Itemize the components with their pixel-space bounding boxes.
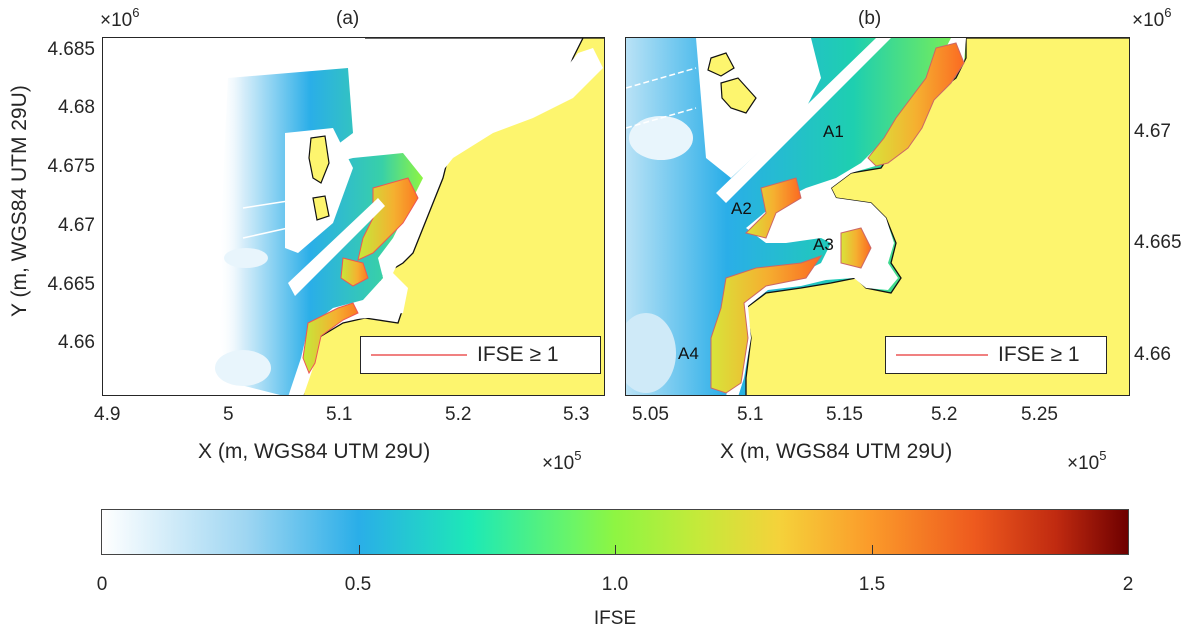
panel-b-xtick: 5.05 — [632, 404, 669, 425]
panel-a-y-exponent: ×106 — [100, 5, 140, 31]
panel-b-legend: IFSE ≥ 1 — [885, 336, 1107, 374]
panel-b-ytick: 4.665 — [1134, 232, 1182, 253]
panel-a-x-exponent: ×105 — [542, 448, 582, 474]
panel-a-xtick: 5.3 — [563, 404, 590, 425]
panel-b-y-exponent: ×106 — [1132, 5, 1172, 31]
colorbar-label: IFSE — [593, 608, 637, 629]
colorbar-tick-label: 0.5 — [344, 574, 372, 595]
colorbar — [101, 509, 1129, 555]
panel-b-ytick: 4.66 — [1134, 344, 1171, 365]
colorbar-tick-label: 1.5 — [858, 574, 886, 595]
panel-a-ytick: 4.67 — [58, 215, 95, 236]
panel-b-map-graphic — [626, 38, 1129, 395]
panel-b-ytick: 4.67 — [1134, 121, 1171, 142]
panel-a-xtick: 5.2 — [445, 404, 472, 425]
panel-a-ytick: 4.68 — [58, 97, 95, 118]
panel-b-xtick: 5.25 — [1021, 404, 1058, 425]
panel-a-xtick: 5 — [223, 404, 234, 425]
legend-label: IFSE ≥ 1 — [998, 343, 1080, 366]
panel-a-map: IFSE ≥ 1 — [102, 37, 605, 396]
panel-a-ytick: 4.66 — [58, 332, 95, 353]
legend-line-icon — [896, 354, 988, 356]
area-label-a3: A3 — [813, 235, 834, 254]
panel-a-title: (a) — [336, 8, 360, 29]
panel-a-ytick: 4.685 — [47, 39, 95, 60]
legend-label: IFSE ≥ 1 — [477, 343, 559, 366]
panel-a-ytick: 4.675 — [47, 156, 95, 177]
panel-b-map: A1 A2 A3 A4 IFSE ≥ 1 — [625, 37, 1130, 396]
colorbar-tick-label: 1.0 — [601, 574, 629, 595]
area-label-a4: A4 — [678, 344, 699, 363]
panel-a-map-graphic — [215, 38, 604, 395]
panel-a-x-axis-label: X (m, WGS84 UTM 29U) — [198, 440, 431, 463]
colorbar-tick — [871, 545, 873, 554]
panel-a-xtick: 4.9 — [94, 404, 121, 425]
colorbar-tick — [615, 545, 616, 554]
panel-a-legend: IFSE ≥ 1 — [360, 336, 601, 374]
colorbar-tick-label: 0 — [96, 574, 108, 595]
panel-a-y-axis-label: Y (m, WGS84 UTM 29U) — [8, 85, 31, 317]
panel-b-x-exponent: ×105 — [1067, 448, 1107, 474]
legend-line-icon — [371, 354, 467, 356]
panel-b-xtick: 5.1 — [737, 404, 764, 425]
panel-b-x-axis-label: X (m, WGS84 UTM 29U) — [720, 440, 953, 463]
panel-a-ytick: 4.665 — [47, 274, 95, 295]
panel-b-title: (b) — [858, 8, 882, 29]
panel-b-xtick: 5.2 — [931, 404, 958, 425]
panel-a-xtick: 5.1 — [326, 404, 353, 425]
colorbar-tick-label: 2 — [1122, 574, 1134, 595]
area-label-a2: A2 — [731, 199, 752, 218]
colorbar-tick — [358, 545, 360, 554]
panel-b-xtick: 5.15 — [826, 404, 863, 425]
area-label-a1: A1 — [823, 122, 844, 141]
